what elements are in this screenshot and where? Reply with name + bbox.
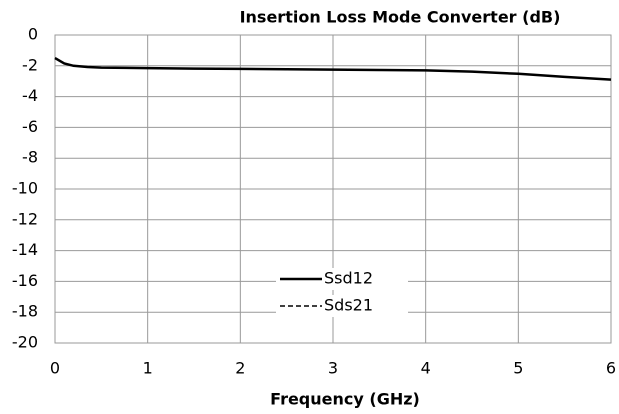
x-tick-label: 0 <box>50 359 60 378</box>
x-tick-label: 3 <box>328 359 338 378</box>
y-tick-label: -12 <box>12 209 38 228</box>
y-tick-label: -18 <box>12 302 38 321</box>
x-tick-label: 2 <box>235 359 245 378</box>
y-tick-label: -2 <box>22 55 38 74</box>
y-tick-label: -20 <box>12 333 38 352</box>
legend-label: Ssd12 <box>324 269 373 288</box>
y-tick-label: -10 <box>12 179 38 198</box>
y-tick-label: 0 <box>28 25 38 44</box>
x-axis-label: Frequency (GHz) <box>270 390 420 409</box>
legend-bg <box>276 295 408 317</box>
y-tick-label: -6 <box>22 117 38 136</box>
plot-border <box>54 34 612 344</box>
y-tick-label: -8 <box>22 148 38 167</box>
x-tick-label: 4 <box>421 359 431 378</box>
series-line <box>54 57 612 81</box>
legend-label: Sds21 <box>324 296 373 315</box>
y-tick-label: -16 <box>12 271 38 290</box>
y-tick-label: -4 <box>22 86 38 105</box>
chart-title: Insertion Loss Mode Converter (dB) <box>240 8 561 27</box>
x-tick-label: 5 <box>513 359 523 378</box>
x-tick-label: 1 <box>143 359 153 378</box>
x-tick-label: 6 <box>606 359 616 378</box>
y-tick-label: -14 <box>12 240 38 259</box>
legend-bg <box>276 268 408 290</box>
